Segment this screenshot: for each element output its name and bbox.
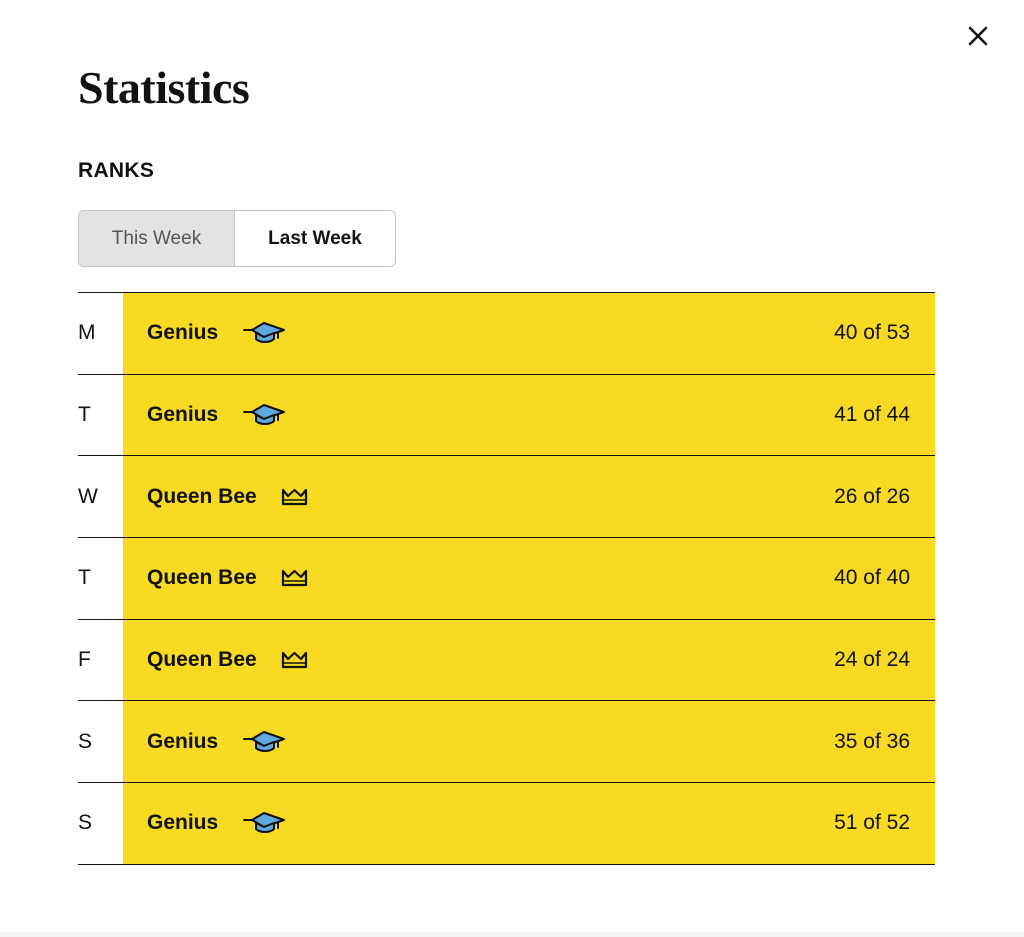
rank-cell: Genius 40 of 53 [123,293,935,374]
table-row: W Queen Bee 26 of 26 [78,456,935,539]
table-row: M Genius 40 of 53 [78,293,935,375]
close-button[interactable] [962,20,994,52]
rank-name: Genius [147,729,219,753]
rank-cell: Queen Bee 24 of 24 [123,619,935,701]
rank-score: 51 of 52 [834,811,910,835]
tab-last-week[interactable]: Last Week [235,211,395,266]
rank-score: 40 of 53 [834,321,910,345]
rank-name: Queen Bee [147,648,257,672]
rank-score: 40 of 40 [834,566,910,590]
day-label: T [78,403,91,427]
ranks-section-label: RANKS [78,159,155,182]
rank-cell: Queen Bee 40 of 40 [123,538,935,619]
ranks-table: M Genius 40 of 53 T Genius 41 of 44 W Queen B… [78,292,935,865]
table-row: T Queen Bee 40 of 40 [78,538,935,620]
rank-score: 41 of 44 [834,403,910,427]
day-label: S [78,729,93,753]
rank-name: Queen Bee [147,566,257,590]
rank-cell: Genius 35 of 36 [123,701,935,783]
graduation-cap-icon [242,811,286,835]
rank-name: Genius [147,403,219,427]
tab-this-week[interactable]: This Week [79,211,235,266]
table-row: S Genius 51 of 52 [78,783,935,865]
rank-name: Genius [147,321,219,345]
crown-icon [281,569,308,587]
day-label: F [78,648,91,672]
day-label: W [78,484,98,508]
day-label: M [78,321,96,345]
day-label: S [78,811,93,835]
table-row: S Genius 35 of 36 [78,701,935,784]
crown-icon [281,488,308,506]
crown-icon [281,651,308,669]
table-row: T Genius 41 of 44 [78,374,935,457]
rank-cell: Genius 51 of 52 [123,783,935,864]
rank-score: 26 of 26 [834,484,910,508]
graduation-cap-icon [242,403,286,427]
rank-name: Queen Bee [147,484,257,508]
close-icon [968,26,988,46]
week-tabs: This Week Last Week [78,210,396,267]
rank-name: Genius [147,811,219,835]
rank-cell: Genius 41 of 44 [123,374,935,456]
page-title: Statistics [78,62,250,113]
rank-score: 35 of 36 [834,729,910,753]
rank-cell: Queen Bee 26 of 26 [123,456,935,538]
graduation-cap-icon [242,730,286,754]
table-row: F Queen Bee 24 of 24 [78,619,935,702]
graduation-cap-icon [242,321,286,345]
rank-score: 24 of 24 [834,648,910,672]
day-label: T [78,566,91,590]
